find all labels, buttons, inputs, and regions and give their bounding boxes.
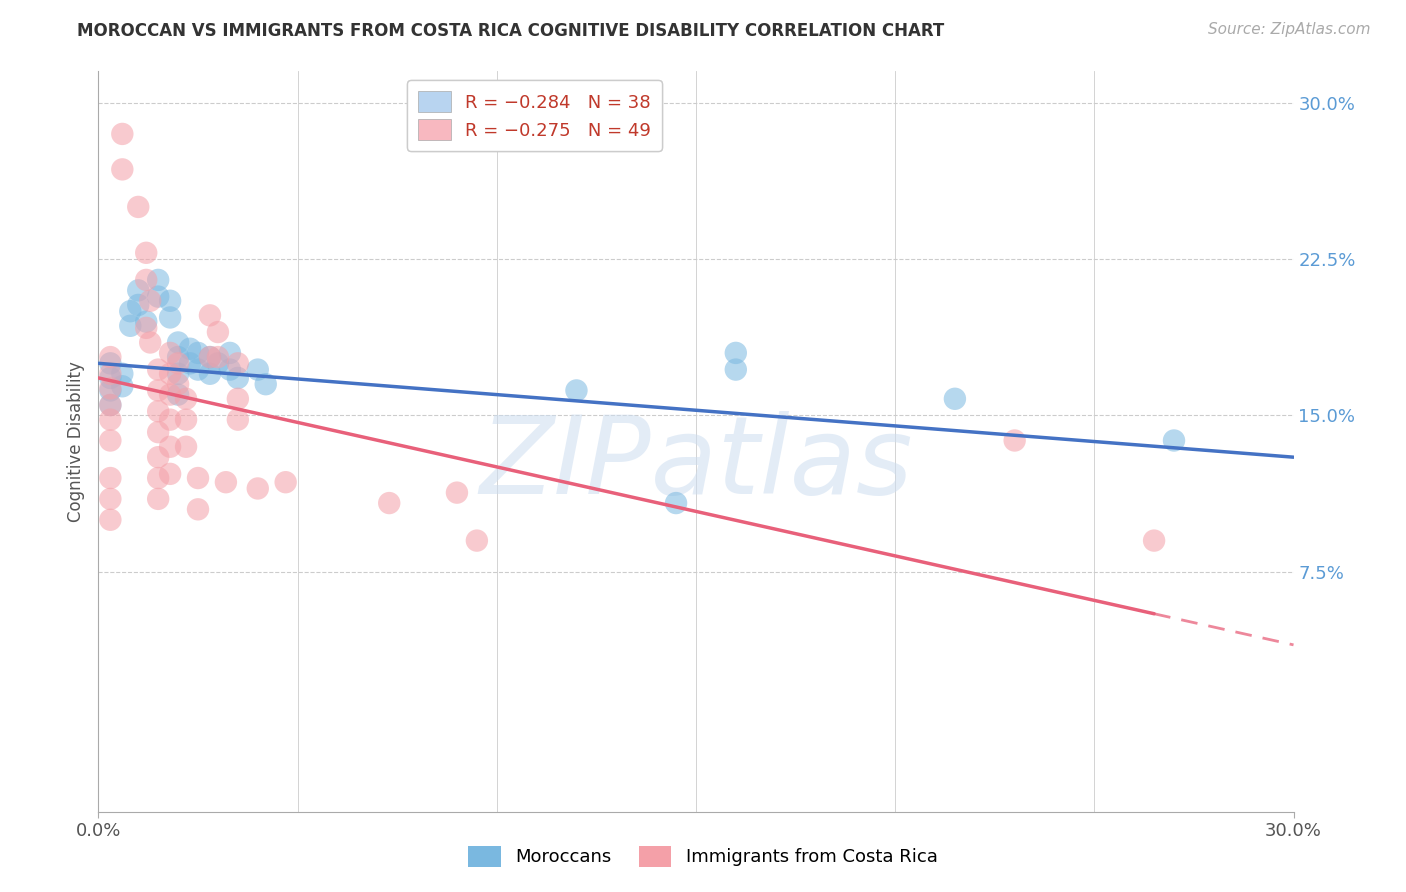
Point [98,384,122,398]
Point [135,273,157,287]
Point [167,377,190,392]
Point [98,367,122,381]
Point [127,298,149,312]
Point [446,485,468,500]
Point [111,379,134,393]
Point [207,350,229,364]
Point [148,362,170,376]
Point [127,283,149,297]
Point [943,392,966,406]
Point [148,491,170,506]
Point [98,371,122,385]
Point [226,356,249,370]
Y-axis label: Cognitive Disability: Cognitive Disability [66,361,84,522]
Point [219,346,242,360]
Point [198,367,221,381]
Point [98,381,122,395]
Point [98,412,122,426]
Legend: R = −0.284   N = 38, R = −0.275   N = 49: R = −0.284 N = 38, R = −0.275 N = 49 [408,80,662,151]
Point [1004,434,1026,448]
Point [198,309,221,323]
Point [207,356,229,370]
Point [174,392,197,406]
Point [565,384,588,398]
Point [148,384,170,398]
Point [174,412,197,426]
Point [98,491,122,506]
Point [1163,434,1185,448]
Point [98,356,122,370]
Point [159,367,181,381]
Point [207,325,229,339]
Point [159,293,181,308]
Point [159,387,181,401]
Point [187,362,209,376]
Point [139,335,162,350]
Point [246,482,269,496]
Point [219,362,242,376]
Point [148,404,170,418]
Point [187,471,209,485]
Point [167,335,190,350]
Point [246,362,269,376]
Point [98,471,122,485]
Point [120,304,142,318]
Point [665,496,688,510]
Point [198,350,221,364]
Point [1143,533,1166,548]
Point [187,502,209,516]
Point [148,425,170,439]
Point [111,127,134,141]
Text: ZIPatlas: ZIPatlas [479,411,912,516]
Point [135,321,157,335]
Point [139,293,162,308]
Point [127,200,149,214]
Text: MOROCCAN VS IMMIGRANTS FROM COSTA RICA COGNITIVE DISABILITY CORRELATION CHART: MOROCCAN VS IMMIGRANTS FROM COSTA RICA C… [77,22,945,40]
Point [159,440,181,454]
Point [135,245,157,260]
Point [724,346,747,360]
Point [167,387,190,401]
Point [98,398,122,412]
Point [148,273,170,287]
Point [98,434,122,448]
Point [148,450,170,465]
Point [120,318,142,333]
Point [148,290,170,304]
Point [148,471,170,485]
Point [159,467,181,481]
Point [226,412,249,426]
Point [187,346,209,360]
Point [135,315,157,329]
Point [98,513,122,527]
Point [111,367,134,381]
Point [98,350,122,364]
Point [167,356,190,370]
Point [226,392,249,406]
Point [111,162,134,177]
Point [159,412,181,426]
Point [215,475,238,490]
Point [167,367,190,381]
Point [179,342,201,356]
Point [159,346,181,360]
Legend: Moroccans, Immigrants from Costa Rica: Moroccans, Immigrants from Costa Rica [461,838,945,874]
Point [465,533,488,548]
Point [198,350,221,364]
Point [179,356,201,370]
Point [98,398,122,412]
Point [159,310,181,325]
Point [378,496,401,510]
Point [226,371,249,385]
Point [254,377,277,392]
Point [724,362,747,376]
Point [174,440,197,454]
Text: Source: ZipAtlas.com: Source: ZipAtlas.com [1208,22,1371,37]
Point [167,350,190,364]
Point [274,475,297,490]
